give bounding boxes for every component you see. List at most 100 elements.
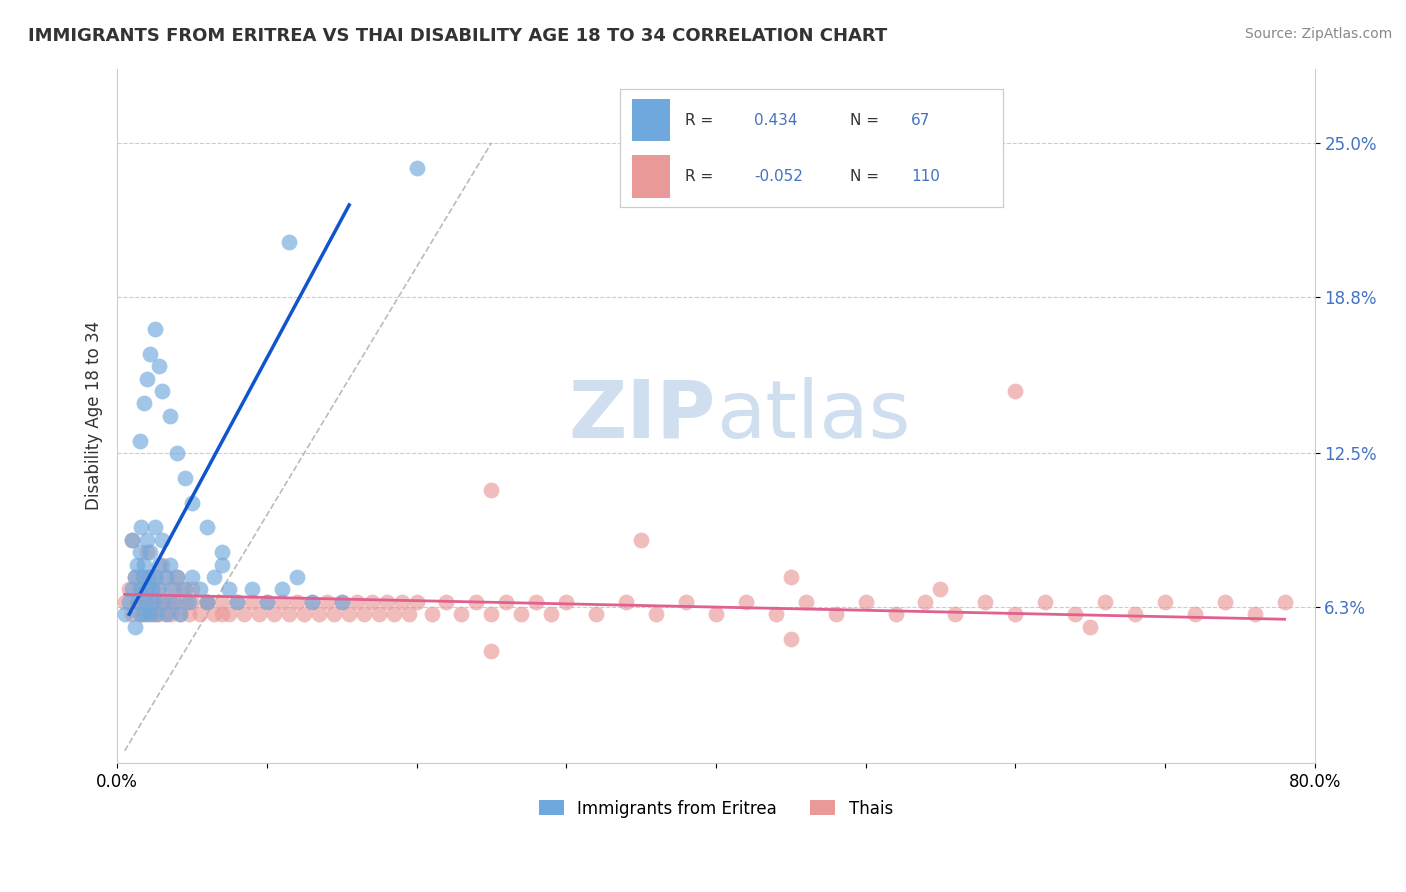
Point: [159, 558, 181, 572]
Point: [263, 607, 285, 622]
Point: [1064, 607, 1087, 622]
Point: [143, 570, 166, 584]
Point: [855, 595, 877, 609]
Point: [1078, 620, 1101, 634]
Text: Source: ZipAtlas.com: Source: ZipAtlas.com: [1244, 27, 1392, 41]
Text: atlas: atlas: [716, 376, 910, 455]
Point: [118, 582, 141, 597]
Point: [943, 607, 966, 622]
Point: [143, 520, 166, 534]
Point: [129, 582, 152, 597]
Point: [375, 595, 398, 609]
Point: [136, 371, 159, 385]
Point: [405, 161, 427, 175]
Point: [114, 595, 136, 609]
Point: [143, 570, 166, 584]
Point: [131, 570, 153, 584]
Point: [315, 595, 337, 609]
Point: [128, 545, 150, 559]
Point: [278, 607, 301, 622]
Point: [136, 582, 159, 597]
Point: [188, 582, 211, 597]
Point: [124, 620, 146, 634]
Point: [136, 545, 159, 559]
Point: [159, 409, 181, 423]
Point: [929, 582, 952, 597]
Point: [218, 607, 240, 622]
Point: [136, 607, 159, 622]
Point: [353, 607, 375, 622]
Point: [285, 595, 308, 609]
Point: [479, 483, 502, 498]
Point: [195, 595, 218, 609]
Point: [204, 570, 226, 584]
Point: [141, 582, 163, 597]
Point: [181, 496, 204, 510]
Point: [405, 595, 427, 609]
Point: [368, 607, 391, 622]
Point: [292, 607, 315, 622]
Point: [779, 632, 801, 646]
Point: [160, 607, 183, 622]
Point: [247, 607, 270, 622]
Point: [1213, 595, 1236, 609]
Point: [159, 595, 181, 609]
Point: [128, 434, 150, 448]
Point: [169, 607, 191, 622]
Point: [794, 595, 817, 609]
Point: [614, 595, 637, 609]
Point: [1004, 384, 1026, 398]
Point: [734, 595, 756, 609]
Point: [131, 570, 153, 584]
Point: [166, 595, 188, 609]
Point: [160, 582, 183, 597]
Point: [914, 595, 936, 609]
Point: [150, 595, 173, 609]
Point: [173, 471, 195, 485]
Point: [824, 607, 846, 622]
Point: [330, 595, 353, 609]
Point: [211, 595, 233, 609]
Point: [195, 595, 218, 609]
Point: [479, 644, 502, 658]
Point: [360, 595, 382, 609]
Legend: Immigrants from Eritrea, Thais: Immigrants from Eritrea, Thais: [533, 793, 900, 824]
Point: [240, 595, 263, 609]
Point: [270, 582, 292, 597]
Point: [121, 533, 143, 547]
Point: [153, 607, 176, 622]
Point: [398, 607, 420, 622]
Point: [278, 235, 301, 249]
Point: [181, 582, 204, 597]
Point: [134, 595, 156, 609]
Point: [195, 520, 218, 534]
Point: [134, 396, 156, 410]
Text: IMMIGRANTS FROM ERITREA VS THAI DISABILITY AGE 18 TO 34 CORRELATION CHART: IMMIGRANTS FROM ERITREA VS THAI DISABILI…: [28, 27, 887, 45]
Point: [630, 533, 652, 547]
Point: [330, 595, 353, 609]
Point: [166, 570, 188, 584]
Point: [139, 595, 162, 609]
Point: [129, 607, 152, 622]
Point: [150, 595, 173, 609]
Point: [136, 533, 159, 547]
Point: [150, 558, 173, 572]
Point: [163, 582, 186, 597]
Point: [479, 607, 502, 622]
Point: [765, 607, 787, 622]
Point: [211, 545, 233, 559]
Point: [177, 595, 200, 609]
Point: [124, 570, 146, 584]
Point: [134, 558, 156, 572]
Point: [121, 582, 143, 597]
Point: [226, 595, 249, 609]
Point: [138, 570, 160, 584]
Point: [195, 595, 218, 609]
Point: [139, 347, 162, 361]
Point: [301, 595, 323, 609]
Point: [226, 595, 249, 609]
Point: [145, 595, 167, 609]
Point: [118, 595, 141, 609]
Point: [285, 570, 308, 584]
Point: [1123, 607, 1146, 622]
